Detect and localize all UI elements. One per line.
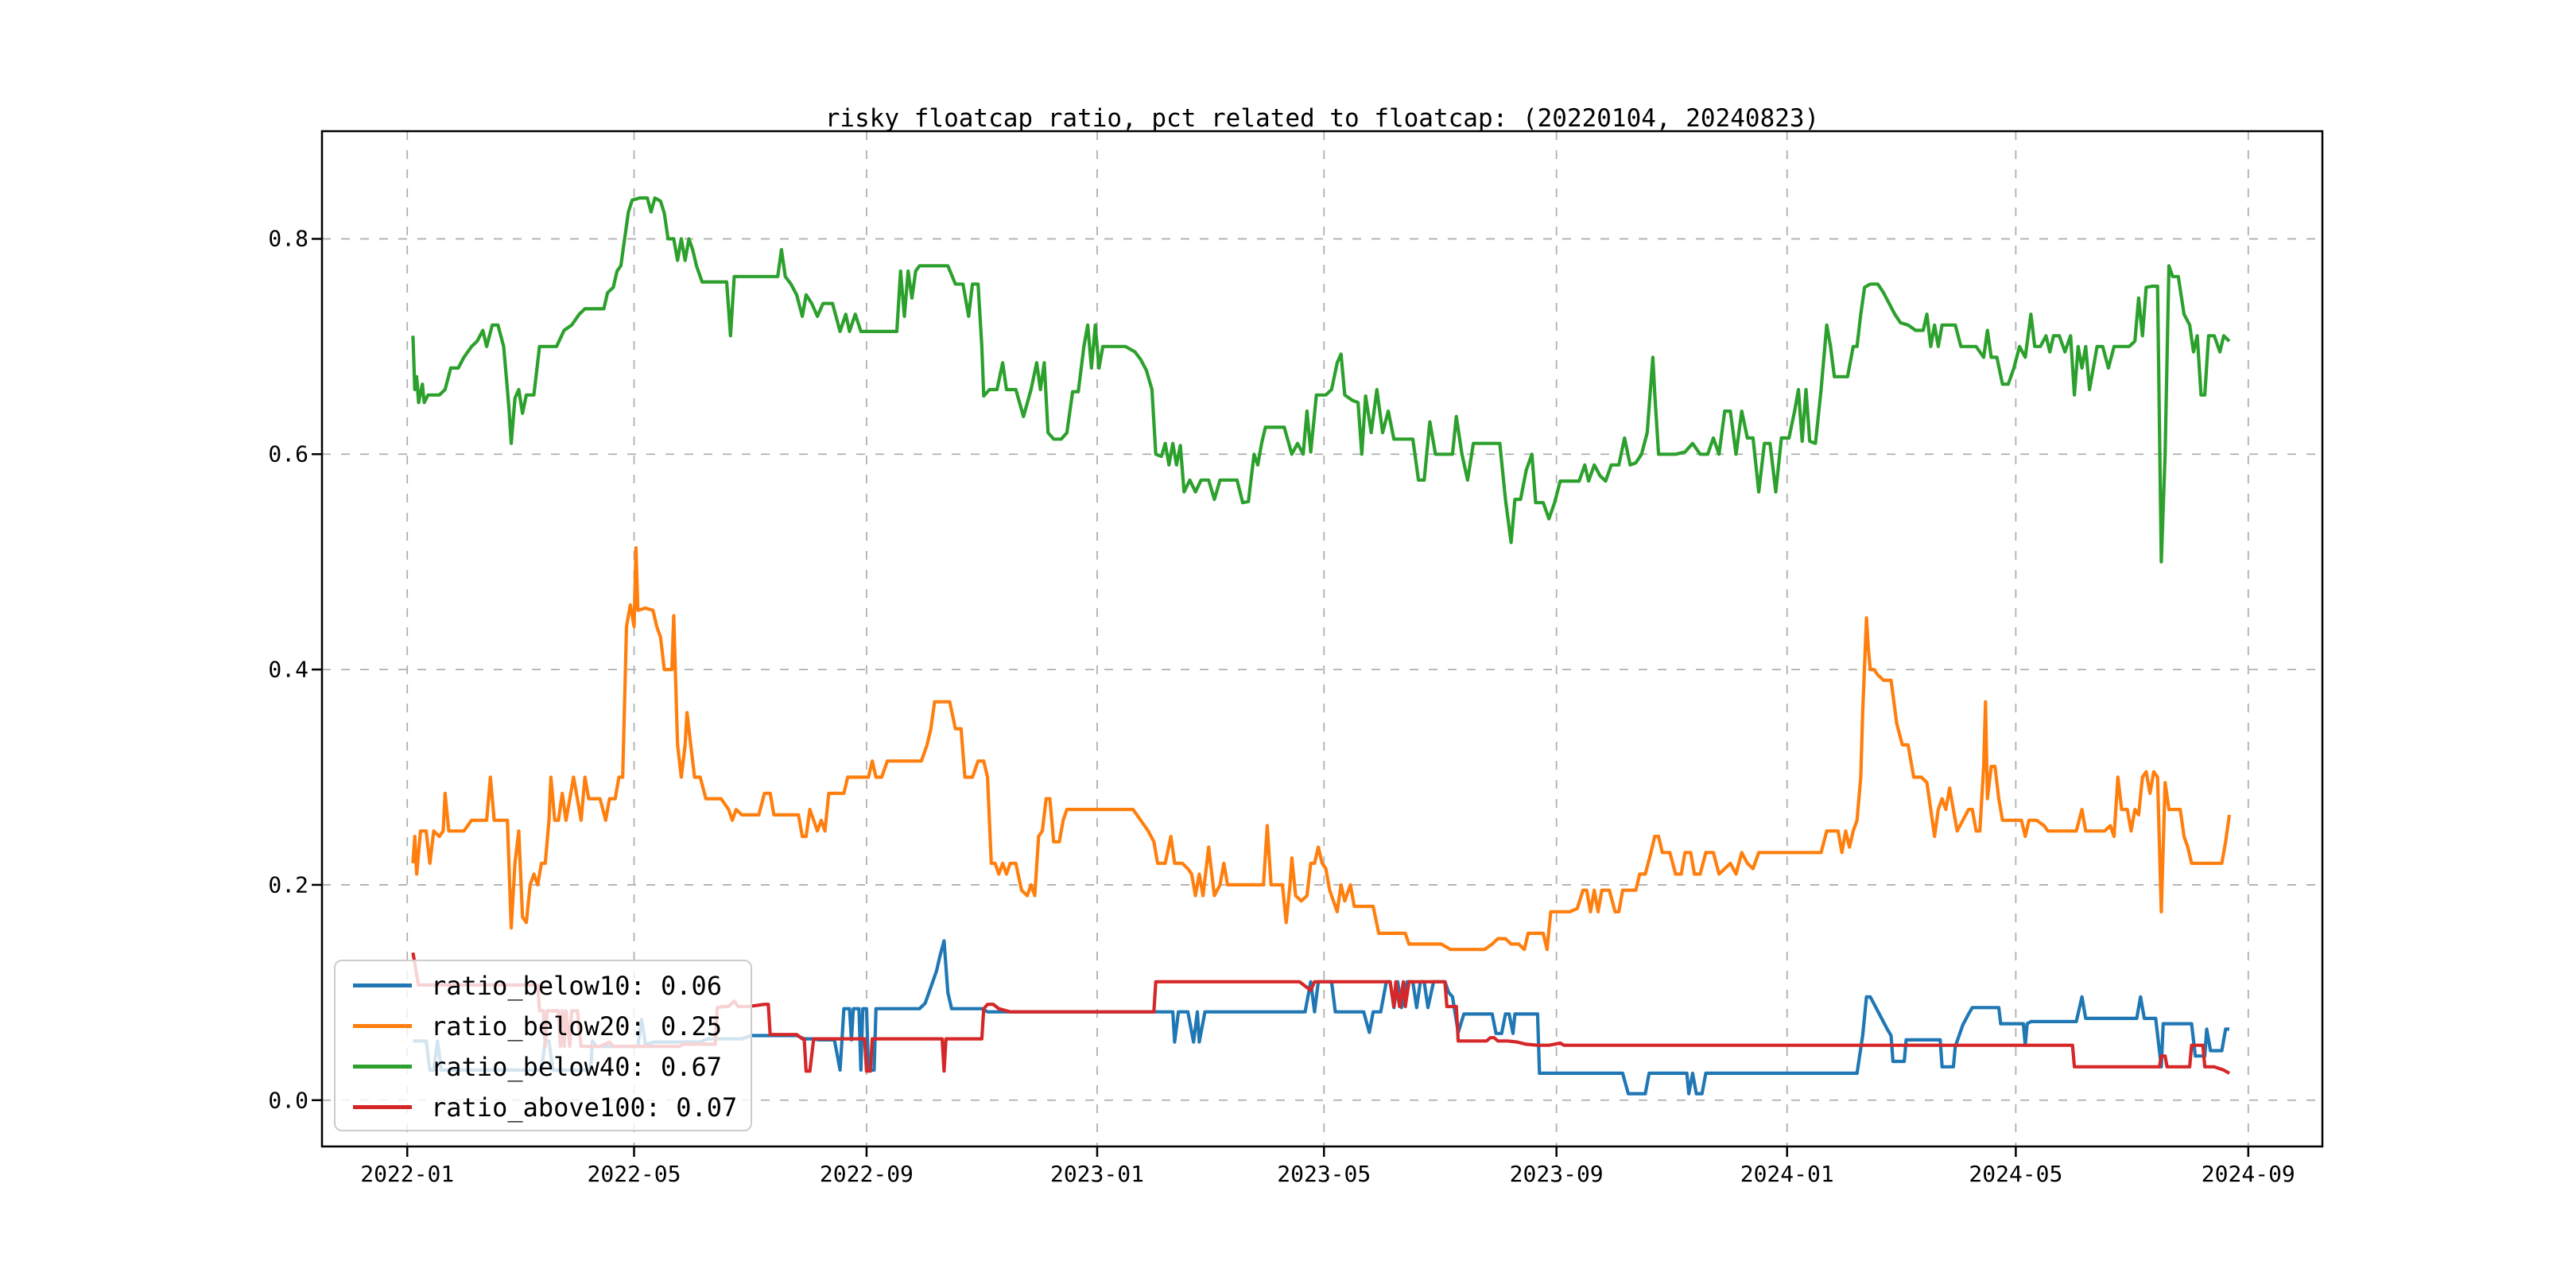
plot-border [320,130,2324,1148]
legend-swatch-ratio_above100 [353,1105,412,1109]
legend-row: ratio_below10: 0.06 [336,965,751,1006]
x-tick-label: 2022-05 [587,1161,681,1187]
legend-swatch-ratio_below20 [353,1024,412,1028]
legend-label-ratio_below40: ratio_below40: 0.67 [431,1051,723,1082]
y-tick-label: 0.6 [268,440,308,467]
x-tick-label: 2022-09 [819,1161,914,1187]
legend-label-ratio_below20: ratio_below20: 0.25 [431,1011,723,1042]
y-tick-label: 0.2 [268,871,308,898]
legend-swatch-ratio_below40 [353,1065,412,1069]
legend-row: ratio_below40: 0.67 [336,1046,751,1087]
series-line-ratio_below20 [411,545,2232,952]
y-tick-label: 0.4 [268,656,308,683]
x-tick-label: 2024-01 [1740,1161,1834,1187]
legend-row: ratio_below20: 0.25 [336,1006,751,1046]
x-tick-label: 2022-01 [360,1161,455,1187]
legend-swatch-ratio_below10 [353,983,412,987]
x-tick-label: 2024-09 [2201,1161,2295,1187]
y-tick-label: 0.8 [268,225,308,252]
legend: ratio_below10: 0.06 ratio_below20: 0.25 … [334,960,752,1131]
x-tick-label: 2023-05 [1277,1161,1371,1187]
legend-label-ratio_below10: ratio_below10: 0.06 [431,970,723,1001]
x-tick-label: 2023-09 [1509,1161,1604,1187]
x-tick-label: 2024-05 [1969,1161,2063,1187]
chart-title: risky floatcap ratio, pct related to flo… [824,104,1820,133]
y-tick-label: 0.0 [268,1087,308,1114]
series-line-ratio_below40 [411,196,2231,564]
legend-label-ratio_above100: ratio_above100: 0.07 [431,1092,738,1123]
legend-row: ratio_above100: 0.07 [336,1087,751,1127]
x-tick-label: 2023-01 [1049,1161,1144,1187]
